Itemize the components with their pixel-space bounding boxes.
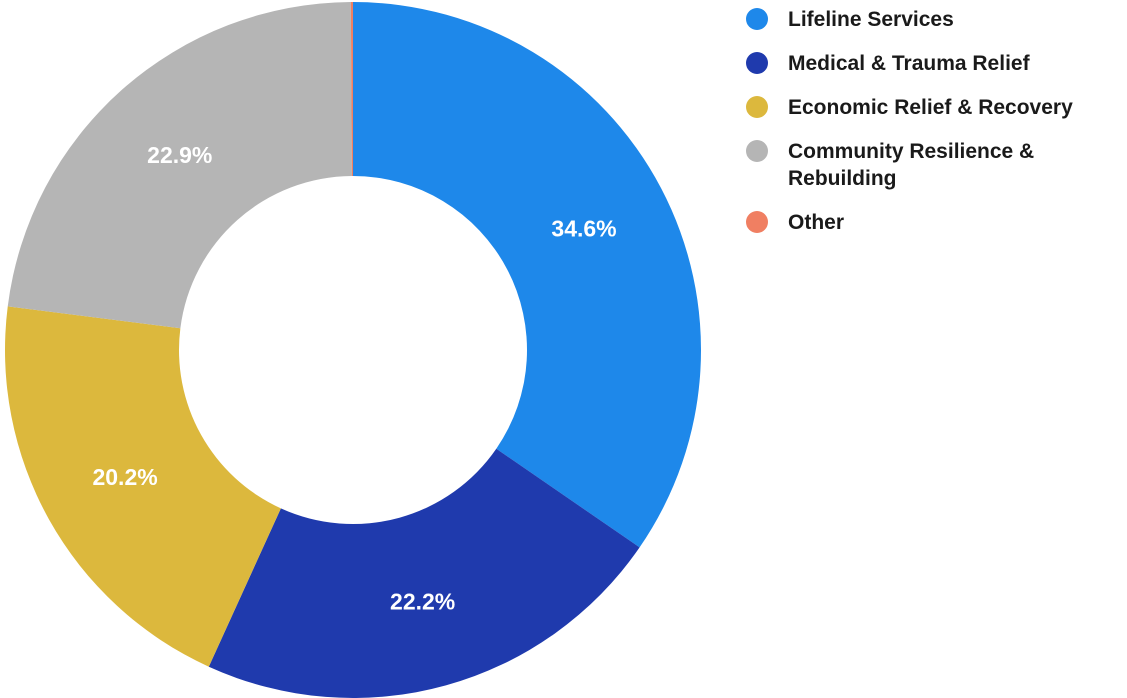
- legend-label: Medical & Trauma Relief: [788, 52, 1030, 75]
- legend-item-medical-trauma-relief[interactable]: Medical & Trauma Relief: [746, 50, 1126, 77]
- slice-labels-layer: 34.6% 22.2% 20.2% 22.9%: [92, 142, 616, 615]
- donut-slice-lifeline-services[interactable]: [353, 2, 701, 548]
- legend-label: Lifeline Services: [788, 8, 954, 31]
- legend-item-other[interactable]: Other: [746, 209, 1126, 236]
- donut-slice-medical-trauma-relief[interactable]: [208, 448, 640, 698]
- chart-legend: Lifeline Services Medical & Trauma Relie…: [746, 6, 1126, 253]
- legend-item-community-resilience-rebuilding[interactable]: Community Resilience & Rebuilding: [746, 138, 1126, 192]
- donut-chart: 34.6% 22.2% 20.2% 22.9%: [4, 2, 701, 698]
- legend-swatch-icon: [746, 8, 768, 30]
- legend-swatch-icon: [746, 96, 768, 118]
- slice-value-label: 22.2%: [390, 589, 455, 615]
- donut-slice-community-resilience-rebuilding[interactable]: [7, 2, 352, 329]
- donut-slice-other[interactable]: [350, 2, 353, 177]
- slice-value-label: 20.2%: [92, 464, 157, 490]
- legend-swatch-icon: [746, 211, 768, 233]
- legend-label: Community Resilience & Rebuilding: [788, 140, 1035, 190]
- legend-label: Economic Relief & Recovery: [788, 96, 1073, 119]
- legend-swatch-icon: [746, 52, 768, 74]
- legend-swatch-icon: [746, 140, 768, 162]
- legend-item-economic-relief-recovery[interactable]: Economic Relief & Recovery: [746, 94, 1126, 121]
- legend-label: Other: [788, 211, 845, 234]
- donut-slice-economic-relief-recovery[interactable]: [4, 306, 281, 667]
- slices-layer: [4, 2, 701, 698]
- slice-value-label: 34.6%: [551, 216, 616, 242]
- slice-value-label: 22.9%: [147, 142, 212, 168]
- legend-item-lifeline-services[interactable]: Lifeline Services: [746, 6, 1126, 33]
